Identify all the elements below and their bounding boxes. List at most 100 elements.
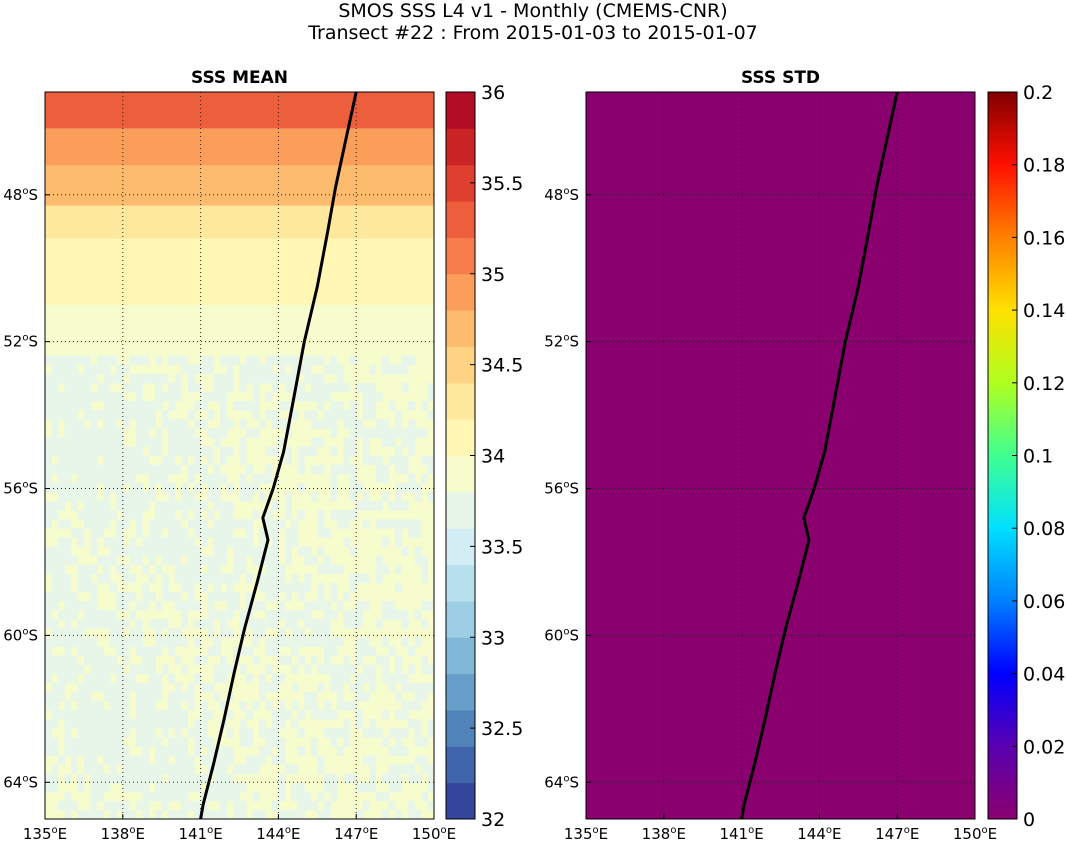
salinity-patch: [271, 564, 279, 575]
salinity-patch: [109, 419, 117, 429]
salinity-patch: [135, 528, 143, 538]
salinity-patch: [83, 655, 91, 666]
salinity-patch: [129, 755, 137, 766]
salinity-patch: [304, 791, 312, 802]
salinity-patch: [408, 482, 416, 493]
salinity-patch: [181, 709, 189, 720]
salinity-patch: [96, 519, 104, 529]
salinity-patch: [382, 655, 390, 666]
salinity-patch: [239, 482, 247, 493]
salinity-patch: [135, 482, 143, 493]
salinity-patch: [252, 391, 260, 402]
salinity-patch: [45, 773, 53, 784]
salinity-patch: [304, 609, 312, 620]
salinity-patch: [336, 373, 344, 384]
salinity-patch: [194, 655, 202, 666]
salinity-patch: [122, 782, 130, 793]
salinity-patch: [187, 600, 195, 611]
salinity-patch: [77, 646, 85, 657]
salinity-patch: [77, 728, 85, 738]
salinity-patch: [90, 546, 98, 557]
salinity-patch: [375, 564, 383, 575]
salinity-patch: [265, 619, 273, 629]
salinity-patch: [109, 473, 117, 484]
colorbar-tick-label: 0.16: [1023, 227, 1065, 249]
salinity-patch: [233, 546, 241, 557]
salinity-patch: [57, 482, 66, 493]
salinity-patch: [129, 637, 137, 647]
salinity-patch: [148, 764, 156, 775]
salinity-patch: [109, 373, 117, 384]
salinity-patch: [369, 755, 377, 766]
salinity-patch: [382, 609, 390, 620]
salinity-patch: [297, 809, 305, 819]
salinity-patch: [103, 655, 111, 666]
salinity-patch: [226, 600, 234, 611]
salinity-patch: [187, 764, 195, 775]
salinity-patch: [245, 528, 254, 538]
salinity-patch: [233, 355, 241, 366]
salinity-patch: [382, 773, 390, 784]
salinity-patch: [356, 673, 364, 684]
colorbar-tick-label: 0.06: [1023, 591, 1065, 613]
salinity-patch: [213, 437, 221, 448]
salinity-patch: [187, 728, 195, 738]
salinity-patch: [155, 619, 163, 629]
salinity-patch: [57, 573, 66, 584]
salinity-patch: [200, 755, 208, 766]
salinity-patch: [382, 637, 390, 647]
salinity-patch: [70, 800, 79, 811]
salinity-patch: [349, 482, 357, 493]
salinity-patch: [57, 555, 66, 566]
salinity-patch: [161, 637, 169, 647]
salinity-patch: [70, 446, 79, 457]
salinity-patch: [220, 428, 228, 438]
salinity-patch: [109, 655, 117, 666]
colorbar-tick-label: 0.12: [1023, 373, 1065, 395]
salinity-patch: [103, 564, 111, 575]
salinity-patch: [220, 419, 228, 429]
salinity-patch: [129, 673, 137, 684]
salinity-patch: [271, 546, 279, 557]
salinity-patch: [142, 400, 150, 411]
salinity-patch: [265, 546, 273, 557]
salinity-patch: [194, 382, 202, 393]
salinity-patch: [155, 791, 163, 802]
salinity-patch: [64, 809, 72, 819]
salinity-patch: [57, 664, 66, 675]
salinity-patch: [323, 655, 331, 666]
salinity-patch: [142, 600, 150, 611]
salinity-patch: [213, 664, 221, 675]
salinity-patch: [51, 719, 59, 729]
salinity-patch: [51, 419, 59, 429]
salinity-patch: [96, 364, 104, 375]
salinity-patch: [135, 719, 143, 729]
colorbar-level: [446, 128, 475, 166]
salinity-patch: [408, 809, 416, 819]
salinity-patch: [382, 491, 390, 502]
salinity-patch: [297, 391, 305, 402]
salinity-patch: [207, 555, 215, 566]
salinity-patch: [408, 419, 416, 429]
salinity-patch: [109, 546, 117, 557]
salinity-patch: [369, 773, 377, 784]
salinity-patch: [116, 637, 124, 647]
salinity-patch: [148, 410, 156, 420]
salinity-patch: [245, 673, 254, 684]
salinity-patch: [116, 600, 124, 611]
salinity-patch: [109, 728, 117, 738]
salinity-patch: [45, 591, 53, 602]
salinity-patch: [200, 355, 208, 366]
salinity-patch: [233, 537, 241, 547]
salinity-patch: [194, 555, 202, 566]
salinity-patch: [83, 564, 91, 575]
salinity-patch: [109, 455, 117, 466]
salinity-patch: [194, 637, 202, 647]
salinity-patch: [168, 455, 176, 466]
salinity-patch: [96, 609, 104, 620]
salinity-patch: [395, 709, 403, 720]
salinity-patch: [252, 510, 260, 520]
salinity-patch: [258, 528, 267, 538]
salinity-patch: [271, 446, 279, 457]
salinity-patch: [116, 691, 124, 702]
